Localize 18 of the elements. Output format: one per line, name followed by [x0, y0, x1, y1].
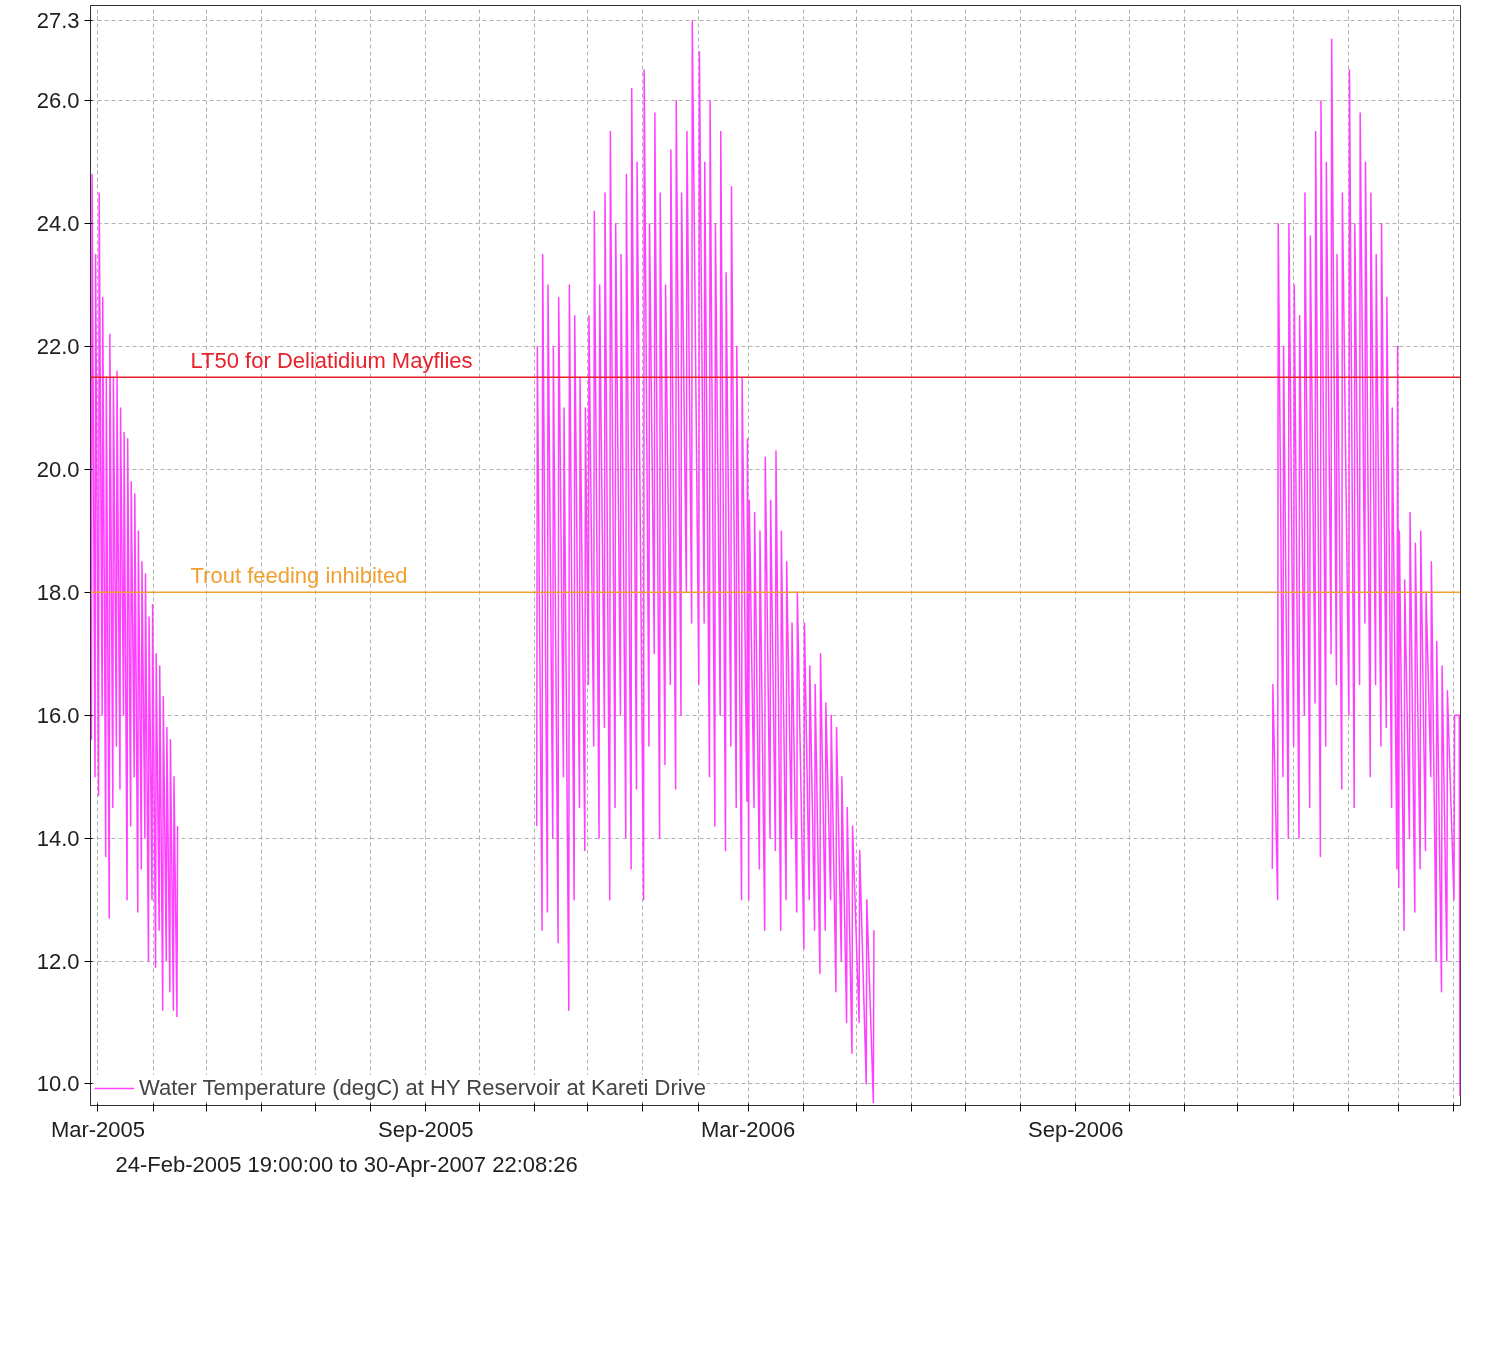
x-tick-label: Sep-2006 [1028, 1116, 1124, 1142]
x-tick-label: Mar-2006 [701, 1116, 796, 1142]
legend-label: Water Temperature (degC) at HY Reservoir at Kareti Drive [139, 1075, 706, 1101]
y-tick-label: 16.0 [36, 702, 80, 728]
ref-line-label: Trout feeding inhibited [190, 563, 408, 589]
y-tick-label: 18.0 [36, 579, 80, 605]
y-tick-label: 20.0 [36, 456, 80, 482]
text: 24-Feb-2005 19:00:00 to 30-Apr-2007 22:08:26 [115, 1151, 578, 1177]
x-tick-label: Mar-2005 [50, 1116, 146, 1142]
y-tick-label: 12.0 [36, 948, 80, 974]
x-tick-label: Sep-2005 [378, 1116, 474, 1142]
y-tick-label: 10.0 [36, 1071, 80, 1097]
y-tick-label: 26.0 [36, 88, 80, 114]
y-tick-label: 14.0 [36, 825, 80, 851]
ref-line-label: LT50 for Deliatidium Mayflies [190, 348, 473, 374]
y-tick-label: 22.0 [36, 334, 80, 360]
y-tick-label: 24.0 [36, 211, 80, 237]
y-tick-label: 27.3 [36, 8, 80, 34]
